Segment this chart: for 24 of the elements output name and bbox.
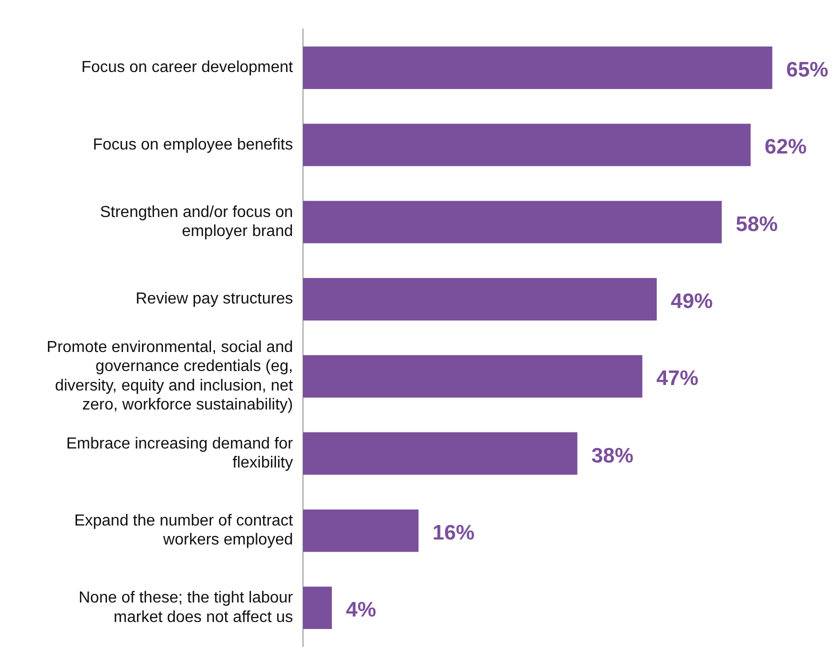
data-label: 58% xyxy=(736,212,778,236)
data-label: 4% xyxy=(346,598,377,622)
data-label: 62% xyxy=(764,136,807,159)
bar xyxy=(303,278,657,320)
bar xyxy=(303,509,419,552)
data-label: 16% xyxy=(432,521,475,544)
y-tick-label: Promote environmental, social and governance credentials (eg, diversity, equity and inclusion, net zero, workforce sustainability) xyxy=(46,338,294,414)
y-tick-label: Review pay structures xyxy=(136,290,293,308)
data-label: 49% xyxy=(670,290,714,314)
y-tick-label: Embrace increasing demand for flexibility xyxy=(66,435,294,472)
y-tick-label: Expand the number of contract workers employed xyxy=(74,512,294,549)
y-tick-label: Strengthen and/or focus on employer brand xyxy=(100,204,293,240)
bar xyxy=(303,124,751,166)
data-label: 65% xyxy=(786,58,829,82)
bar xyxy=(303,586,332,630)
data-label: 38% xyxy=(591,444,634,468)
y-tick-label: Focus on employee benefits xyxy=(92,136,293,154)
y-tick-label: None of these; the tight labour market does not affect us xyxy=(78,590,294,626)
bar xyxy=(303,432,578,475)
bar xyxy=(303,355,642,398)
y-tick-label: Focus on career development xyxy=(81,59,294,76)
data-label: 47% xyxy=(656,367,699,390)
bar xyxy=(303,46,772,89)
bar xyxy=(303,200,722,244)
